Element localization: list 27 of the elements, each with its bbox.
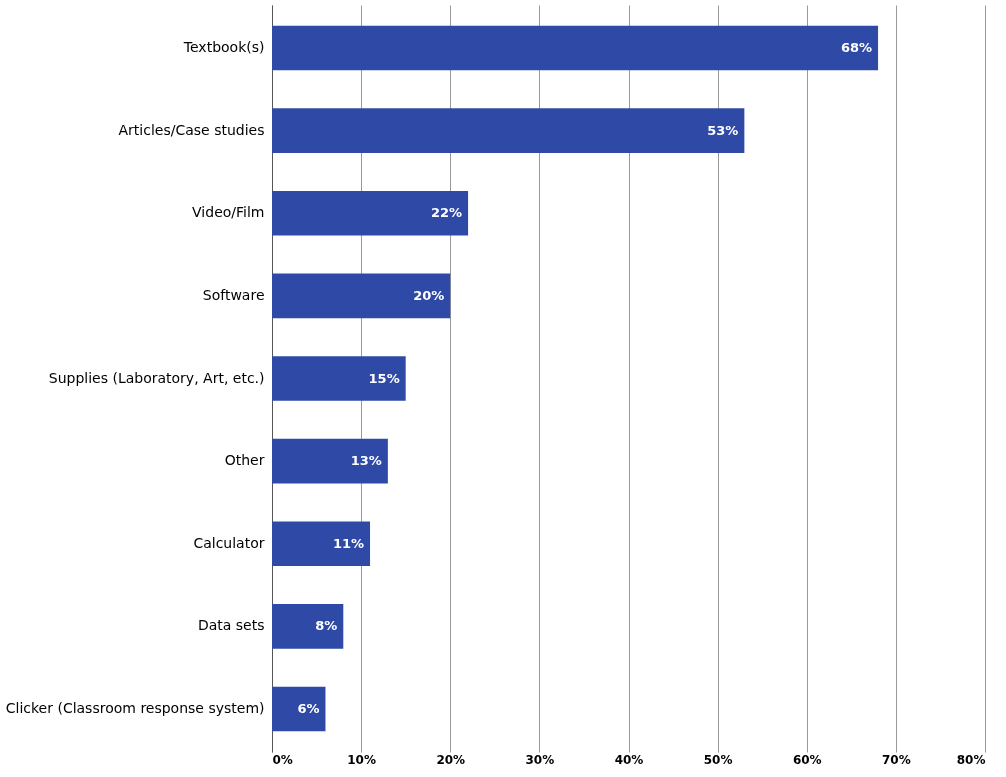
data-label: 13%: [350, 453, 382, 469]
y-tick-label: Clicker (Classroom response system): [5, 700, 265, 717]
y-tick-label: Calculator: [193, 534, 265, 551]
y-tick-label: Supplies (Laboratory, Art, etc.): [48, 369, 265, 386]
data-label: 8%: [315, 618, 338, 634]
data-label: 20%: [413, 287, 445, 303]
y-tick-label: Other: [224, 452, 265, 469]
y-tick-label: Articles/Case studies: [118, 121, 265, 138]
x-tick-label: 70%: [882, 752, 911, 767]
y-tick-label: Textbook(s): [182, 38, 265, 55]
x-tick-label: 10%: [347, 752, 376, 767]
x-tick-label: 50%: [703, 752, 733, 767]
x-tick-label: 30%: [525, 752, 555, 767]
x-tick-label: 80%: [956, 752, 986, 767]
x-tick-label: 40%: [614, 752, 644, 767]
data-label: 53%: [707, 122, 739, 138]
y-tick-label: Video/Film: [192, 204, 265, 221]
y-tick-label: Data sets: [197, 617, 265, 634]
data-label: 68%: [840, 39, 873, 55]
data-label: 6%: [297, 701, 320, 717]
x-tick-label: 60%: [792, 752, 822, 767]
data-label: 22%: [430, 205, 463, 221]
x-tick-label: 0%: [272, 752, 293, 767]
data-label: 15%: [368, 370, 400, 386]
y-tick-label: Software: [202, 286, 265, 303]
data-label: 11%: [332, 535, 365, 551]
x-tick-label: 20%: [436, 752, 466, 767]
